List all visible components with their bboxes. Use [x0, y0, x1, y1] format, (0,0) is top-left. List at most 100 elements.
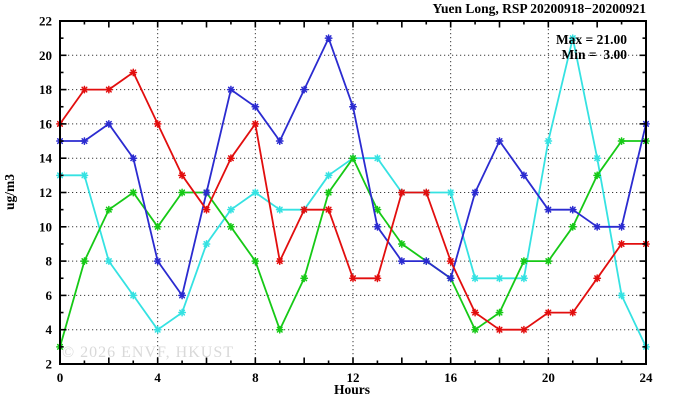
- marker-stroke: [545, 206, 552, 213]
- series-green-point-marker: [495, 308, 504, 317]
- marker-stroke: [398, 258, 405, 265]
- series-blue-point-marker: [251, 102, 260, 111]
- x-tick-label: 0: [57, 370, 64, 385]
- series-red-point-marker: [617, 240, 626, 248]
- series-red-point-marker: [568, 308, 577, 317]
- x-tick-label: 12: [347, 370, 360, 385]
- series-green-point-marker: [251, 257, 260, 266]
- series-blue-point-marker: [324, 34, 333, 43]
- marker-stroke: [276, 206, 283, 213]
- marker-stroke: [349, 155, 357, 162]
- marker-stroke: [154, 258, 161, 265]
- marker-stroke: [374, 275, 381, 282]
- series-red-point-marker: [544, 308, 553, 317]
- series-red-point-marker: [495, 325, 504, 334]
- series-blue-point-marker: [104, 119, 113, 128]
- series-cyan-point-marker: [519, 274, 528, 283]
- series-blue-point-marker: [495, 137, 504, 145]
- series-blue-point-marker: [568, 205, 577, 214]
- series-green-point-marker: [397, 240, 406, 248]
- series-blue-point-marker: [226, 85, 235, 94]
- series-cyan-point-marker: [471, 274, 480, 283]
- marker-stroke: [276, 326, 283, 333]
- marker-stroke: [520, 326, 527, 333]
- series-cyan-point-marker: [544, 137, 553, 145]
- series-blue-point-marker: [544, 205, 553, 214]
- series-blue-point-marker: [422, 257, 431, 266]
- y-tick-label: 22: [39, 14, 52, 29]
- marker-stroke: [105, 206, 112, 213]
- series-cyan-point-marker: [178, 308, 187, 317]
- series-green-point-marker: [324, 188, 333, 197]
- marker-stroke: [81, 138, 88, 145]
- x-tick-label: 8: [252, 370, 259, 385]
- marker-stroke: [447, 275, 454, 282]
- marker-stroke: [325, 189, 332, 196]
- marker-stroke: [594, 172, 601, 179]
- marker-stroke: [423, 258, 430, 265]
- series-cyan-point-marker: [104, 257, 113, 266]
- y-tick-label: 12: [39, 185, 52, 200]
- y-tick-label: 16: [39, 116, 53, 131]
- series-red-point-marker: [275, 257, 284, 266]
- marker-stroke: [618, 138, 625, 145]
- series-blue-point-marker: [593, 222, 602, 231]
- marker-stroke: [105, 258, 112, 265]
- series-cyan-point-marker: [373, 154, 382, 163]
- series-blue-point-marker: [471, 188, 480, 197]
- series-green-point-marker: [104, 205, 113, 214]
- series-cyan-point-marker: [129, 291, 138, 300]
- series-red-point-marker: [104, 85, 113, 94]
- series-blue-point-marker: [446, 274, 455, 283]
- marker-stroke: [594, 275, 601, 282]
- series-layer: [56, 34, 650, 351]
- series-green-point-marker: [129, 188, 138, 197]
- marker-stroke: [227, 155, 234, 162]
- marker-stroke: [447, 189, 454, 196]
- marker-stroke: [545, 258, 552, 265]
- legend-min-value: Min = 3.00: [562, 47, 628, 62]
- series-blue-point-marker: [349, 102, 357, 111]
- marker-stroke: [179, 172, 186, 179]
- series-cyan-point-marker: [446, 188, 455, 197]
- grid-layer: [60, 21, 646, 364]
- series-green-point-marker: [519, 257, 528, 266]
- marker-stroke: [349, 275, 357, 282]
- series-cyan-point-marker: [202, 240, 211, 248]
- marker-stroke: [374, 155, 381, 162]
- series-cyan-point-marker: [275, 205, 284, 214]
- series-red-point-marker: [324, 205, 333, 214]
- marker-stroke: [545, 309, 552, 316]
- marker-stroke: [105, 86, 112, 93]
- series-red-point-marker: [202, 205, 211, 214]
- series-blue-point-marker: [397, 257, 406, 266]
- series-cyan-point-marker: [324, 171, 333, 180]
- y-tick-label: 4: [46, 322, 53, 337]
- marker-stroke: [252, 258, 259, 265]
- marker-stroke: [349, 103, 357, 110]
- marker-stroke: [130, 292, 137, 299]
- series-red-point-marker: [373, 274, 382, 283]
- marker-stroke: [447, 258, 454, 265]
- series-blue-point-marker: [275, 137, 284, 145]
- series-blue-point-marker: [129, 154, 138, 163]
- series-cyan-point-marker: [80, 171, 89, 180]
- series-red-point-marker: [153, 119, 162, 128]
- series-green-point-marker: [275, 325, 284, 334]
- marker-stroke: [398, 189, 405, 196]
- series-blue-line: [59, 37, 647, 297]
- marker-stroke: [154, 326, 161, 333]
- marker-stroke: [472, 326, 479, 333]
- marker-stroke: [520, 258, 527, 265]
- marker-stroke: [130, 189, 137, 196]
- y-tick-label: 20: [39, 48, 52, 63]
- watermark: © 2026 ENVF, HKUST: [62, 344, 234, 361]
- x-axis-label: Hours: [334, 382, 370, 397]
- marker-stroke: [252, 103, 259, 110]
- x-tick-label: 4: [154, 370, 161, 385]
- series-red-point-marker: [593, 274, 602, 283]
- series-blue-point-marker: [300, 85, 309, 94]
- series-cyan-point-marker: [593, 154, 602, 163]
- series-red-point-marker: [349, 274, 357, 283]
- series-blue-point-marker: [153, 257, 162, 266]
